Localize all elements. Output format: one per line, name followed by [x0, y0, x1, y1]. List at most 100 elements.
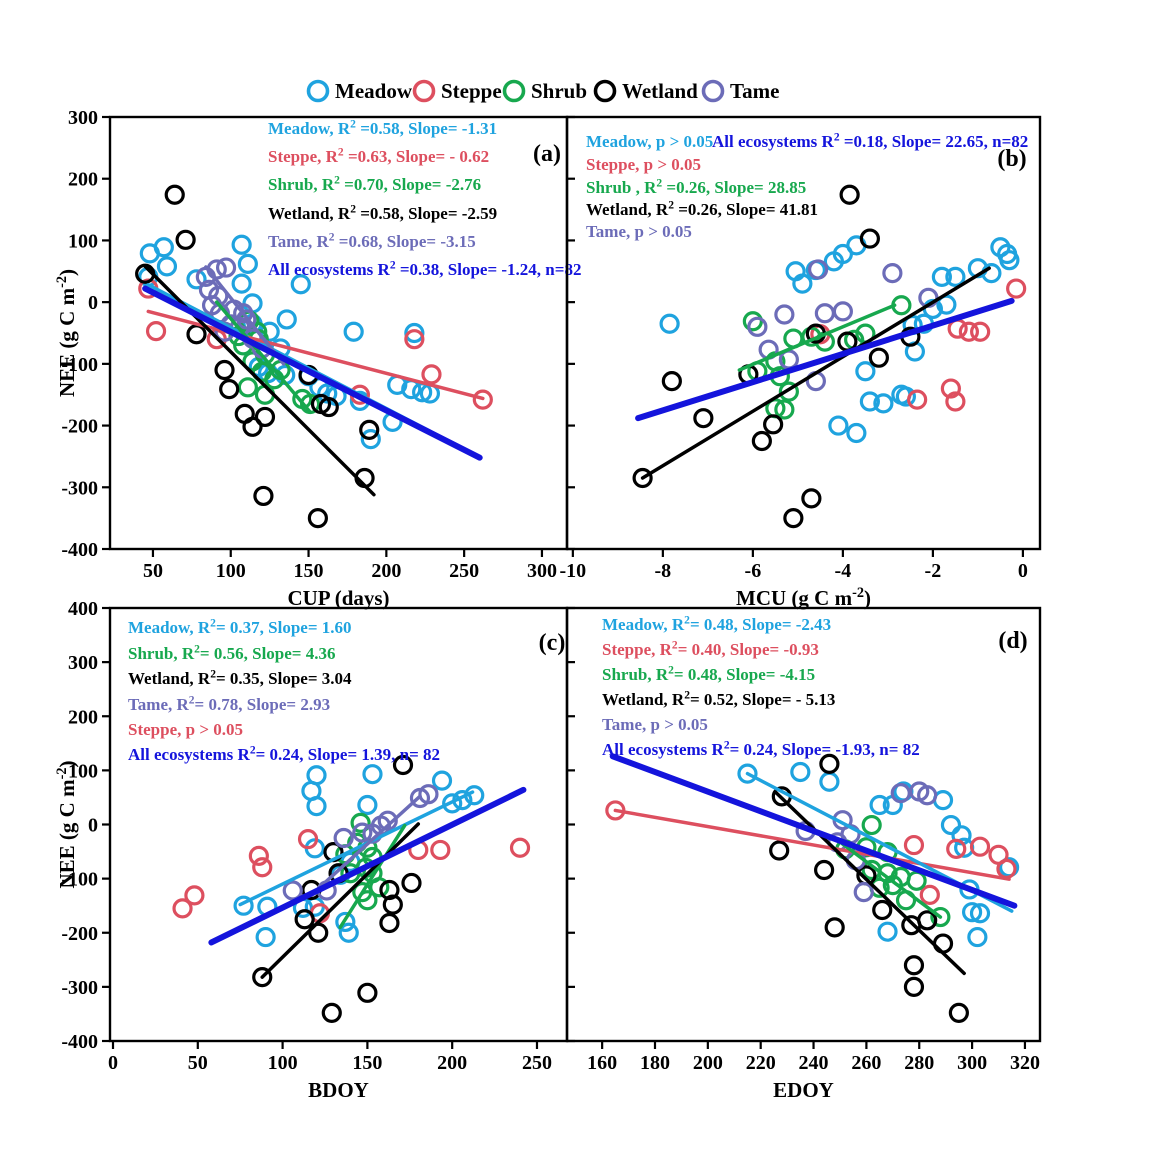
annotation-d-6: All ecosystems R2= 0.24, Slope= -1.93, n… — [602, 739, 920, 759]
point-meadow-b — [895, 386, 916, 407]
legend-label-meadow: Meadow — [335, 79, 413, 103]
panel-a-y-tick-label: -300 — [61, 477, 98, 499]
panel-a-y-tick-label: 200 — [68, 169, 98, 191]
point-wetland-b — [661, 371, 682, 392]
point-meadow-a — [237, 253, 258, 274]
fit-line-wetland-fit-b — [640, 266, 991, 480]
fit-line-all-fit-c — [208, 786, 527, 946]
point-steppe-c — [172, 898, 193, 919]
point-meadow-d — [790, 761, 811, 783]
panel-c-y-tick-label: -100 — [61, 869, 98, 891]
point-steppe-b — [945, 391, 966, 412]
point-meadow-b — [792, 273, 813, 294]
point-wetland-b — [839, 184, 860, 205]
point-tame-b — [774, 304, 795, 325]
legend-marker-tame-icon — [701, 79, 725, 103]
panel-a-y-tick-label: -200 — [61, 416, 98, 438]
point-wetland-c — [252, 967, 273, 988]
point-wetland-a — [318, 396, 339, 418]
point-wetland-b — [751, 430, 772, 452]
annotation-c-1: Meadow, R2= 0.37, Slope= 1.60 — [128, 617, 352, 637]
point-wetland-d — [872, 899, 893, 921]
point-wetland-c — [379, 912, 400, 934]
point-tame-b — [882, 263, 903, 284]
annotation-c-3: Wetland, R2= 0.35, Slope= 3.04 — [128, 668, 352, 688]
point-meadow-c — [335, 911, 356, 933]
legend-marker-shrub-icon — [502, 79, 526, 103]
panel-d-x-axis-title: EDOY — [773, 1078, 834, 1102]
point-meadow-b — [873, 393, 894, 414]
annotation-b-6: Tame, p > 0.05 — [586, 222, 692, 241]
point-steppe-a — [404, 329, 425, 350]
annotation-a-3: Shrub, R2 =0.70, Slope= -2.76 — [268, 174, 481, 194]
point-steppe-d — [946, 838, 967, 859]
point-meadow-b — [659, 313, 680, 334]
point-tame-d — [890, 783, 911, 804]
panel-b-x-axis-title: MCU (g C m-2) — [736, 585, 871, 610]
panel-a-x-tick-label: 300 — [527, 560, 557, 582]
panel-a-y-tick-label: -100 — [61, 354, 98, 376]
panel-c-y-tick-label: 200 — [68, 706, 98, 728]
point-wetland-b — [763, 414, 784, 435]
fit-line-meadow-fit-c — [238, 790, 475, 907]
point-wetland-b — [783, 508, 804, 529]
point-wetland-c — [357, 982, 378, 1003]
legend-label-wetland: Wetland — [622, 79, 698, 103]
point-steppe-b — [958, 321, 979, 342]
annotation-d-5: Tame, p > 0.05 — [602, 715, 708, 734]
point-meadow-a — [156, 256, 178, 277]
panel-a-y-tick-label: 300 — [68, 107, 98, 129]
fit-line-wetland-fit-d — [774, 791, 966, 976]
panel-c-y-tick-label: -400 — [61, 1031, 98, 1053]
panel-c-y-tick-label: 300 — [68, 652, 98, 674]
point-meadow-a — [231, 273, 252, 294]
panel-a-x-tick-label: 150 — [294, 560, 324, 582]
annotation-b-5: Wetland, R2 =0.26, Slope= 41.81 — [586, 199, 818, 219]
panel-c-y-tick-label: 400 — [68, 598, 98, 620]
panel-b-x-tick-label: -2 — [925, 560, 942, 582]
annotation-d-4: Wetland, R2= 0.52, Slope= - 5.13 — [602, 689, 835, 709]
panel-a-x-tick-label: 100 — [216, 560, 246, 582]
point-meadow-d — [869, 794, 890, 816]
panel-d-x-tick-label: 240 — [799, 1052, 829, 1074]
annotation-c-6: All ecosystems R2= 0.24, Slope= 1.39, n=… — [128, 744, 440, 764]
panel-a-y-tick-label: 0 — [88, 292, 98, 314]
fit-line-all-fit-d — [609, 753, 1018, 909]
annotation-c-5: Steppe, p > 0.05 — [128, 720, 243, 739]
point-steppe-d — [969, 836, 991, 857]
annotation-a-5: Tame, R2 =0.68, Slope= -3.15 — [268, 231, 476, 251]
point-wetland-c — [392, 754, 414, 776]
annotation-d-2: Steppe, R2= 0.40, Slope= -0.93 — [602, 639, 819, 659]
point-wetland-c — [382, 894, 403, 915]
panel-c-x-tick-label: 200 — [437, 1052, 467, 1074]
point-tame-c — [352, 822, 373, 843]
legend-marker-meadow-icon — [306, 79, 330, 103]
panel-c-x-tick-label: 250 — [522, 1052, 552, 1074]
point-wetland-d — [819, 753, 840, 774]
point-wetland-c — [294, 909, 315, 930]
point-wetland-c — [401, 872, 422, 894]
point-meadow-a — [343, 321, 364, 342]
annotation-a-2: Steppe, R2 =0.63, Slope= - 0.62 — [268, 146, 489, 166]
point-wetland-d — [903, 976, 925, 997]
point-meadow-b — [945, 266, 966, 287]
point-meadow-a — [153, 237, 174, 258]
point-meadow-b — [855, 361, 876, 382]
point-tame-c — [333, 827, 354, 849]
panel-tag-c: (c) — [539, 630, 566, 656]
point-meadow-a — [276, 309, 297, 330]
point-meadow-c — [362, 764, 383, 785]
point-meadow-c — [431, 770, 453, 791]
annotation-a-6: All ecosystems R2 =0.38, Slope= -1.24, n… — [268, 259, 581, 279]
panel-c-y-tick-label: 0 — [88, 815, 98, 837]
legend-label-steppe: Steppe — [441, 79, 502, 103]
annotation-a-1: Meadow, R2 =0.58, Slope= -1.31 — [268, 118, 497, 138]
legend-label-tame: Tame — [730, 79, 779, 103]
point-meadow-b — [828, 415, 849, 436]
point-steppe-b — [1006, 278, 1027, 299]
annotation-b-1: Meadow, p > 0.05 — [586, 132, 713, 151]
point-wetland-a — [307, 508, 328, 529]
